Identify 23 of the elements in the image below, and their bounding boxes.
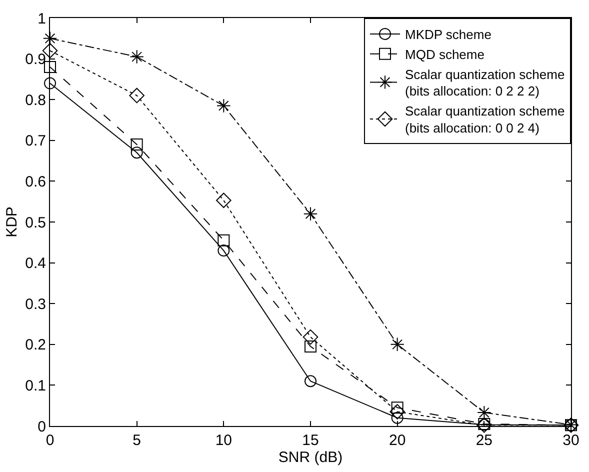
legend-label: Scalar quantization scheme (bits allocation: 0 2 2 2) xyxy=(405,66,565,99)
y-tick-label: 0.7 xyxy=(25,132,46,150)
x-tick-label: 5 xyxy=(132,432,141,449)
x-tick-label: 25 xyxy=(476,432,493,449)
x-tick-label: 10 xyxy=(215,432,232,449)
y-axis-title: KDP xyxy=(3,206,20,238)
y-tick-label: 0.4 xyxy=(25,255,46,272)
y-tick-label: 0.3 xyxy=(25,296,46,313)
y-tick-label: 0.2 xyxy=(25,336,46,354)
x-tick-label: 20 xyxy=(388,432,406,449)
y-tick-label: 1 xyxy=(38,10,46,28)
y-tick-label: 0.6 xyxy=(25,173,46,190)
legend-label: MKDP scheme xyxy=(405,27,492,42)
y-tick-label: 0.8 xyxy=(25,92,46,109)
legend-label: Scalar quantization scheme (bits allocation: 0 0 2 4) xyxy=(405,104,565,136)
x-tick-label: 15 xyxy=(302,432,319,449)
y-tick-label: 0 xyxy=(38,418,46,436)
y-tick-label: 0.1 xyxy=(25,377,46,394)
y-tick-label: 0.9 xyxy=(25,51,46,68)
x-tick-label: 30 xyxy=(562,432,580,449)
x-axis-title: SNR (dB) xyxy=(278,449,343,466)
y-tick-label: 0.5 xyxy=(25,214,46,232)
legend-label: MQD scheme xyxy=(405,46,484,62)
